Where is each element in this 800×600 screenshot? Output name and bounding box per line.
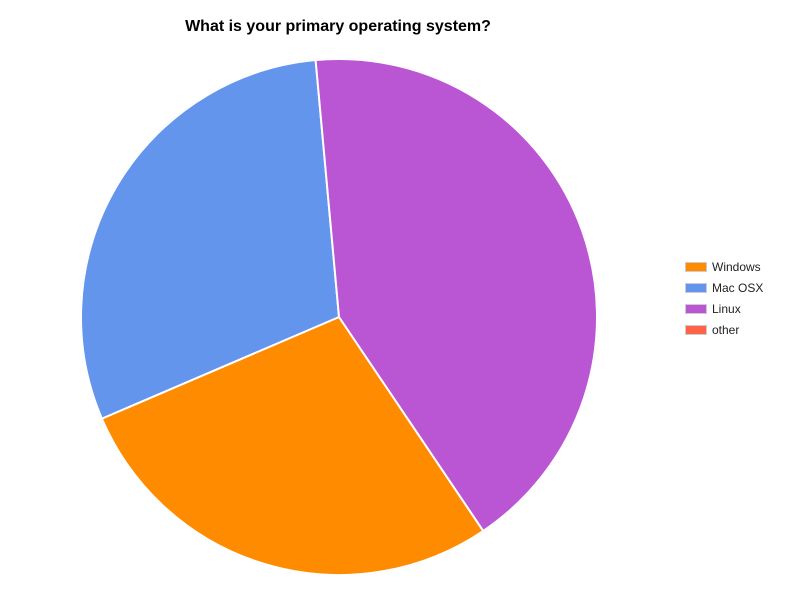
legend-item-linux[interactable]: Linux: [685, 298, 763, 319]
legend-swatch: [685, 282, 707, 293]
legend-label: Mac OSX: [712, 280, 764, 295]
legend-label: Linux: [712, 301, 741, 316]
pie-slice-mac-osx[interactable]: [80, 59, 340, 420]
chart-title: What is your primary operating system?: [185, 18, 491, 35]
legend-item-mac-osx[interactable]: Mac OSX: [685, 277, 763, 298]
pie-slice-linux[interactable]: [314, 58, 598, 532]
legend-label: Windows: [712, 259, 761, 274]
legend-item-windows[interactable]: Windows: [685, 256, 763, 277]
legend-swatch: [685, 324, 707, 335]
legend-item-other[interactable]: other: [685, 319, 763, 340]
pie-slice-windows[interactable]: [100, 316, 485, 576]
legend: Windows Mac OSX Linux other: [685, 256, 763, 340]
legend-label: other: [712, 322, 740, 337]
legend-swatch: [685, 261, 707, 272]
legend-swatch: [685, 303, 707, 314]
